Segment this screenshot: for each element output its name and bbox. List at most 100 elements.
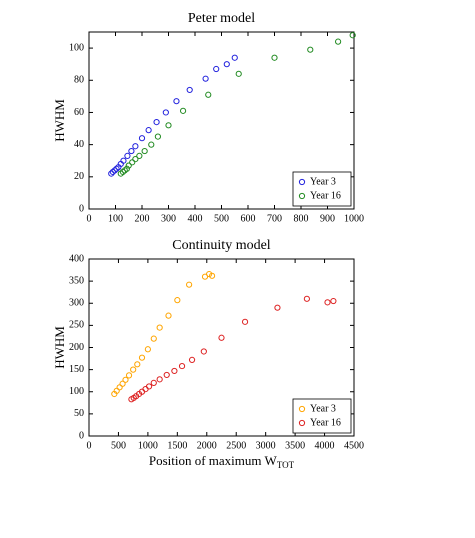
x-tick-label: 2500 [226, 440, 246, 451]
legend-marker [298, 178, 306, 186]
y-tick-label: 80 [74, 75, 84, 86]
point [138, 135, 146, 142]
point [119, 380, 126, 387]
x-tick-label: 0 [87, 440, 92, 451]
point [163, 371, 170, 379]
point [208, 272, 216, 279]
x-tick-label: 3500 [285, 440, 305, 451]
chart-title: Continuity model [172, 238, 271, 253]
point [145, 127, 152, 134]
point [349, 32, 356, 39]
legend-marker [298, 405, 306, 413]
x-tick-label: 700 [267, 213, 282, 224]
legend-marker [298, 419, 306, 427]
y-tick-label: 200 [69, 342, 84, 353]
point [150, 379, 157, 386]
point [128, 147, 135, 155]
point [171, 367, 178, 375]
point [241, 318, 249, 325]
point [173, 98, 180, 105]
point [132, 143, 139, 150]
point [188, 356, 196, 363]
point [113, 165, 120, 172]
y-tick-label: 40 [74, 139, 84, 150]
point [124, 152, 131, 159]
y-tick-label: 100 [69, 42, 84, 53]
x-tick-label: 300 [161, 213, 176, 224]
point [179, 107, 187, 114]
point [134, 361, 141, 368]
x-tick-label: 600 [241, 213, 256, 224]
point [116, 384, 123, 391]
legend-box [292, 398, 352, 434]
x-tick-label: 4500 [344, 440, 364, 451]
point [165, 122, 172, 129]
x-tick-label: 3000 [256, 440, 276, 451]
point [150, 335, 157, 342]
point [156, 376, 163, 383]
point [136, 152, 143, 159]
x-tick-label: 500 [214, 213, 229, 224]
point [307, 46, 314, 53]
point [119, 168, 127, 176]
point [122, 376, 129, 383]
legend-label: Year 16 [310, 190, 341, 201]
y-tick-label: 250 [69, 320, 84, 331]
point [130, 366, 137, 373]
x-tick-label: 500 [111, 440, 126, 451]
x-axis-label: Position of maximum WTOT [149, 453, 295, 470]
chart-title: Peter model [188, 11, 255, 26]
point [231, 54, 238, 61]
point [120, 157, 127, 164]
y-tick-label: 350 [69, 275, 84, 286]
y-tick-label: 20 [74, 171, 84, 182]
point [324, 299, 331, 306]
point [303, 295, 310, 302]
point [162, 109, 169, 116]
legend-label: Year 3 [310, 403, 336, 414]
point [202, 75, 209, 82]
point [145, 383, 153, 390]
x-tick-label: 1000 [138, 440, 158, 451]
x-tick-label: 2000 [197, 440, 217, 451]
y-tick-label: 100 [69, 386, 84, 397]
point [125, 372, 133, 379]
point [123, 165, 130, 172]
legend-label: Year 16 [310, 417, 341, 428]
point [271, 54, 278, 61]
x-axis-label-subscript: TOT [277, 460, 295, 470]
x-tick-label: 1000 [344, 213, 364, 224]
point [213, 65, 220, 73]
point [335, 38, 342, 45]
point [148, 141, 155, 148]
point [138, 354, 146, 361]
point [129, 159, 136, 166]
y-axis-label: HWHM [52, 326, 67, 369]
point [156, 324, 163, 331]
point [108, 170, 115, 177]
point [274, 304, 281, 311]
x-tick-label: 1500 [167, 440, 187, 451]
point [235, 70, 242, 77]
point [223, 61, 230, 68]
point [174, 297, 181, 304]
point [178, 362, 186, 370]
point [144, 346, 151, 353]
legend-box [292, 171, 352, 207]
y-tick-label: 300 [69, 298, 84, 309]
y-tick-label: 0 [79, 203, 84, 214]
point [330, 297, 337, 305]
point [218, 334, 225, 341]
x-tick-label: 4000 [315, 440, 335, 451]
y-tick-label: 400 [69, 253, 84, 264]
point [141, 147, 148, 155]
y-tick-label: 50 [74, 408, 84, 419]
x-axis-label-text: Position of maximum W [149, 453, 278, 468]
y-tick-label: 60 [74, 107, 84, 118]
legend-label: Year 3 [310, 176, 336, 187]
y-tick-label: 0 [79, 430, 84, 441]
point [186, 281, 193, 288]
x-tick-label: 900 [320, 213, 335, 224]
point [205, 91, 212, 98]
point [186, 86, 193, 94]
